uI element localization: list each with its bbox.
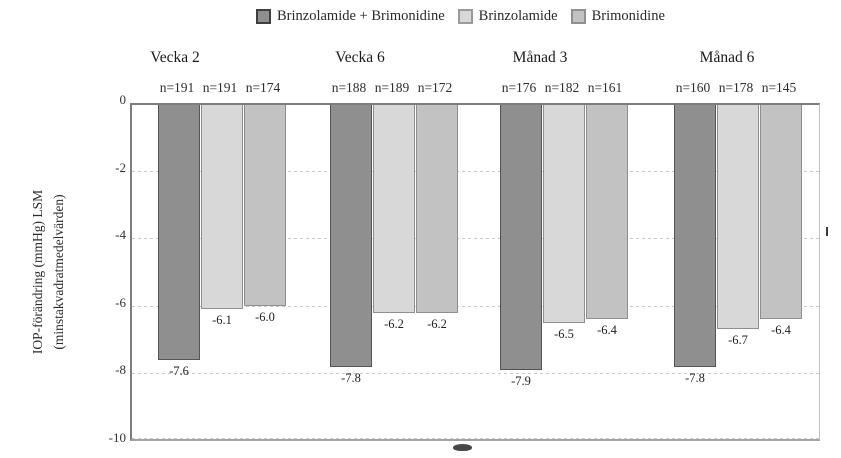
bar-manad6-brimonidine xyxy=(760,105,802,319)
y-axis-title: IOP-förändring (mmHg) LSM (minstakvadrat… xyxy=(28,102,72,442)
legend-swatch-dark-gray-icon xyxy=(256,9,271,24)
n-label: n=189 xyxy=(374,80,410,95)
cropped-caption-mark xyxy=(453,444,472,451)
y-tick--4: -4 xyxy=(115,227,126,242)
legend-item-brinzolamide: Brinzolamide xyxy=(457,8,558,25)
bar-vecka6-brinzolamide xyxy=(373,105,415,313)
group-title-manad-3: Månad 3 xyxy=(512,49,568,66)
value-label: -7.6 xyxy=(169,364,189,378)
value-label: -6.2 xyxy=(427,317,447,331)
value-label: -7.9 xyxy=(511,374,531,388)
y-tick--6: -6 xyxy=(115,295,126,310)
n-label: n=191 xyxy=(202,80,238,95)
value-label: -6.4 xyxy=(771,323,791,337)
n-label: n=178 xyxy=(718,80,754,95)
legend-label: Brimonidine xyxy=(591,8,665,24)
legend-item-brimonidine: Brimonidine xyxy=(570,8,665,25)
value-label: -6.2 xyxy=(384,317,404,331)
y-axis-title-line1: IOP-förändring (mmHg) LSM xyxy=(30,189,45,355)
n-label: n=176 xyxy=(501,80,537,95)
gridline--6 xyxy=(132,306,819,307)
n-label: n=160 xyxy=(675,80,711,95)
bar-vecka2-brinzolamide xyxy=(201,105,243,309)
legend-swatch-medium-gray-icon xyxy=(570,9,586,24)
n-label: n=145 xyxy=(761,80,797,95)
gridline--4 xyxy=(132,238,819,239)
n-label: n=172 xyxy=(417,80,453,95)
n-label: n=191 xyxy=(159,80,195,95)
n-label: n=182 xyxy=(544,80,580,95)
bar-vecka2-brimonidine xyxy=(244,105,286,306)
y-tick--8: -8 xyxy=(115,362,126,377)
y-axis-title-line2: (minstakvadratmedelvärden) xyxy=(50,194,66,350)
y-tick-0: 0 xyxy=(119,92,127,107)
gridline--2 xyxy=(132,171,819,172)
legend-item-combo: Brinzolamide + Brimonidine xyxy=(256,8,445,25)
legend-label: Brinzolamide xyxy=(478,8,558,24)
bar-manad3-brimonidine xyxy=(586,105,628,319)
value-label: -6.4 xyxy=(597,323,617,337)
gridline--10 xyxy=(132,438,819,439)
bar-manad6-combo xyxy=(674,105,716,367)
legend-label: Brinzolamide + Brimonidine xyxy=(277,8,445,24)
value-label: -6.7 xyxy=(728,333,748,347)
group-title-vecka-2: Vecka 2 xyxy=(150,49,200,66)
gridline--8 xyxy=(132,373,819,374)
n-label: n=161 xyxy=(587,80,623,95)
bar-manad3-brinzolamide xyxy=(543,105,585,323)
n-label: n=188 xyxy=(331,80,367,95)
bar-manad3-combo xyxy=(500,105,542,370)
y-tick--10: -10 xyxy=(108,430,126,445)
value-label: -6.5 xyxy=(554,327,574,341)
plot-area: -7.6 -6.1 -6.0 -7.8 -6.2 -6.2 -7.9 -6.5 … xyxy=(130,103,820,441)
value-label: -6.1 xyxy=(212,313,232,327)
y-tick--2: -2 xyxy=(115,160,126,175)
right-edge-tick-mark xyxy=(826,227,828,236)
legend-swatch-light-gray-icon xyxy=(457,9,473,24)
chart-legend: Brinzolamide + Brimonidine Brinzolamide … xyxy=(256,8,665,25)
value-label: -7.8 xyxy=(685,371,705,385)
bar-manad6-brinzolamide xyxy=(717,105,759,329)
group-title-manad-6: Månad 6 xyxy=(699,49,755,66)
bar-vecka6-brimonidine xyxy=(416,105,458,313)
bar-vecka2-combo xyxy=(158,105,200,360)
value-label: -7.8 xyxy=(341,371,361,385)
value-label: -6.0 xyxy=(255,310,275,324)
bar-vecka6-combo xyxy=(330,105,372,367)
group-title-vecka-6: Vecka 6 xyxy=(335,49,385,66)
n-label: n=174 xyxy=(245,80,281,95)
